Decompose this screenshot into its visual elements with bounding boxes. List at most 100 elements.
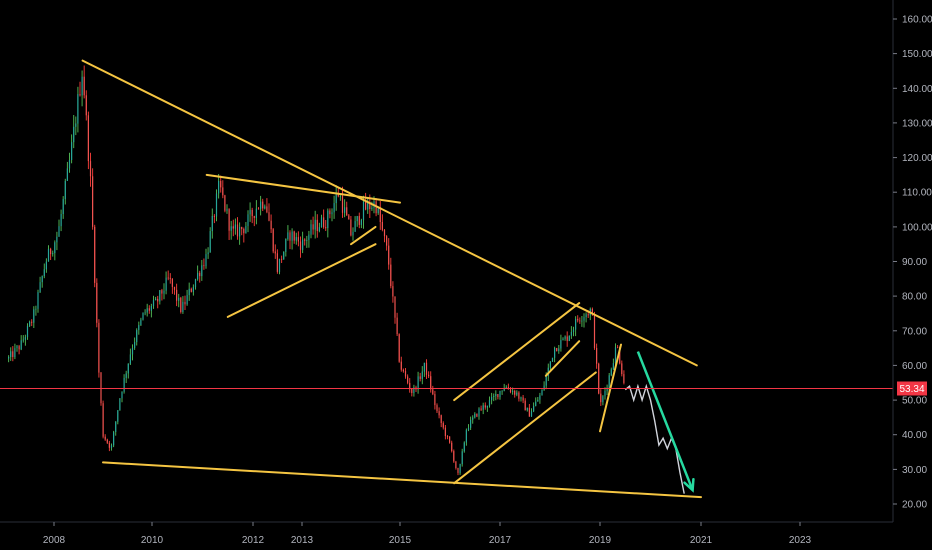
candle-body xyxy=(600,393,602,403)
candle-body xyxy=(287,232,289,239)
candle-body xyxy=(602,396,604,403)
candle-body xyxy=(348,215,350,220)
candle-body xyxy=(470,419,472,428)
y-axis[interactable]: 20.00 30.00 40.00 50.00 60.00 70.00 80.00 90.00… xyxy=(892,0,932,522)
candle-body xyxy=(274,251,276,254)
candle-body xyxy=(272,229,274,252)
candle-body xyxy=(249,209,251,215)
candle-body xyxy=(320,217,323,228)
arrow-layer xyxy=(636,351,695,493)
candle-body xyxy=(541,390,543,396)
y-tick-label: 60.00 xyxy=(902,361,927,372)
trendline-wedge-top[interactable] xyxy=(205,173,401,204)
x-tick-label: 2013 xyxy=(291,535,314,546)
candle-body xyxy=(115,421,117,432)
candle-body xyxy=(346,207,348,216)
candle-body xyxy=(281,258,283,260)
candle-body xyxy=(514,390,516,395)
candle-body xyxy=(144,312,146,314)
candle-body xyxy=(257,208,260,210)
candle-body xyxy=(554,348,556,358)
candle-body xyxy=(457,468,459,473)
candle-body xyxy=(606,387,608,391)
candle-body xyxy=(455,461,457,468)
candle-body xyxy=(314,219,316,230)
candle-body xyxy=(484,405,486,408)
candle-body xyxy=(188,288,190,296)
y-tick-label: 120.00 xyxy=(902,153,932,164)
candle-body xyxy=(201,265,203,277)
candle-body xyxy=(226,209,228,211)
candle-body xyxy=(367,202,369,210)
candle-body xyxy=(352,231,354,236)
candle-body xyxy=(568,335,570,341)
candle-body xyxy=(354,221,356,232)
candle-body xyxy=(148,308,150,311)
candle-body xyxy=(474,413,476,418)
candle-body xyxy=(285,239,287,252)
candle-body xyxy=(197,272,199,280)
candle-body xyxy=(516,392,518,395)
candle-body xyxy=(482,405,484,410)
candle-body xyxy=(614,347,617,364)
trendline-channel-bottom[interactable] xyxy=(453,371,597,485)
candle-body xyxy=(417,376,419,390)
candle-body xyxy=(41,276,43,283)
candle-body xyxy=(335,194,337,204)
candle-body xyxy=(26,326,29,338)
trendline-upper-resistance[interactable] xyxy=(81,59,698,367)
candle-body xyxy=(73,126,75,143)
candle-body xyxy=(119,398,121,411)
candle-body xyxy=(461,451,463,465)
candle-body xyxy=(260,201,262,209)
candle-body xyxy=(56,236,58,243)
candle-body xyxy=(583,317,585,321)
candle-body xyxy=(344,207,346,213)
y-tick-label: 20.00 xyxy=(902,500,927,511)
trendline-wedge-bottom[interactable] xyxy=(226,243,377,318)
candle-body xyxy=(205,254,207,267)
candle-body xyxy=(488,400,491,406)
trendline-channel-top[interactable] xyxy=(453,302,581,402)
candle-body xyxy=(18,346,20,350)
candle-body xyxy=(35,308,37,310)
candle-body xyxy=(398,334,400,362)
candle-body xyxy=(413,387,415,394)
candle-body xyxy=(180,297,182,312)
candle-body xyxy=(572,329,575,332)
candle-body xyxy=(402,369,404,372)
candle-body xyxy=(87,115,89,162)
candle-body xyxy=(358,216,360,225)
x-axis[interactable]: 2008 2010 2012 2013 2015 2017 2019 2021 2023 xyxy=(0,521,893,546)
candle-body xyxy=(283,251,285,260)
candle-body xyxy=(327,210,329,229)
candle-body xyxy=(276,253,278,272)
candle-body xyxy=(383,229,386,237)
candle-body xyxy=(146,308,148,313)
arrow-shaft[interactable] xyxy=(636,351,694,491)
candle-body xyxy=(442,423,444,428)
candle-body xyxy=(255,208,257,218)
candle-body xyxy=(478,408,480,417)
trendlines-layer xyxy=(81,59,702,499)
candle-body xyxy=(341,196,344,213)
candle-body xyxy=(220,181,222,188)
candle-body xyxy=(472,417,474,420)
trendline-channel-inner[interactable] xyxy=(544,340,581,377)
candle-body xyxy=(163,290,165,294)
candle-body xyxy=(453,451,455,462)
trendline-wedge-inner-1[interactable] xyxy=(350,225,377,246)
candle-body xyxy=(520,397,522,399)
candle-body xyxy=(339,196,341,197)
candle-body xyxy=(394,296,396,318)
candle-body xyxy=(142,312,144,320)
candle-body xyxy=(176,289,178,301)
candle-body xyxy=(178,297,180,301)
candle-body xyxy=(535,401,537,406)
candle-body xyxy=(293,231,295,241)
candle-body xyxy=(499,390,501,398)
trendline-rebound-line[interactable] xyxy=(599,343,622,433)
trendline-lower-support[interactable] xyxy=(102,461,702,499)
candle-body xyxy=(365,201,367,210)
